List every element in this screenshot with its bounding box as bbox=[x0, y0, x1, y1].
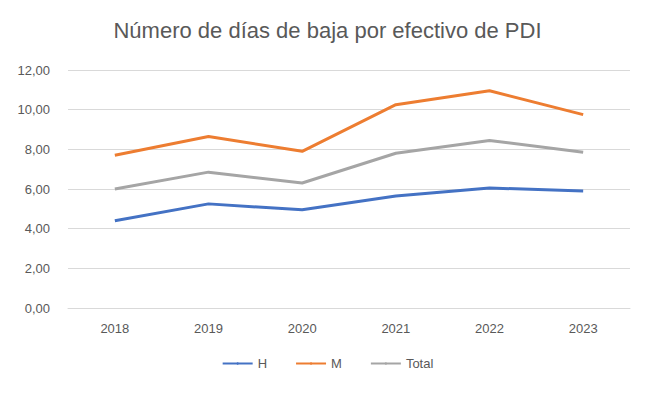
svg-text:4,00: 4,00 bbox=[25, 221, 50, 236]
svg-text:12,00: 12,00 bbox=[17, 63, 50, 78]
svg-text:2020: 2020 bbox=[288, 321, 317, 336]
svg-text:Número de días de baja por efe: Número de días de baja por efectivo de P… bbox=[113, 18, 541, 43]
svg-text:2018: 2018 bbox=[100, 321, 129, 336]
svg-text:2023: 2023 bbox=[569, 321, 598, 336]
svg-text:H: H bbox=[258, 356, 267, 371]
svg-text:2021: 2021 bbox=[381, 321, 410, 336]
svg-text:2,00: 2,00 bbox=[25, 261, 50, 276]
svg-text:0,00: 0,00 bbox=[25, 301, 50, 316]
svg-text:M: M bbox=[331, 356, 342, 371]
svg-text:Total: Total bbox=[406, 356, 434, 371]
svg-text:2022: 2022 bbox=[475, 321, 504, 336]
svg-text:6,00: 6,00 bbox=[25, 182, 50, 197]
svg-text:2019: 2019 bbox=[194, 321, 223, 336]
svg-text:10,00: 10,00 bbox=[17, 102, 50, 117]
svg-text:8,00: 8,00 bbox=[25, 142, 50, 157]
